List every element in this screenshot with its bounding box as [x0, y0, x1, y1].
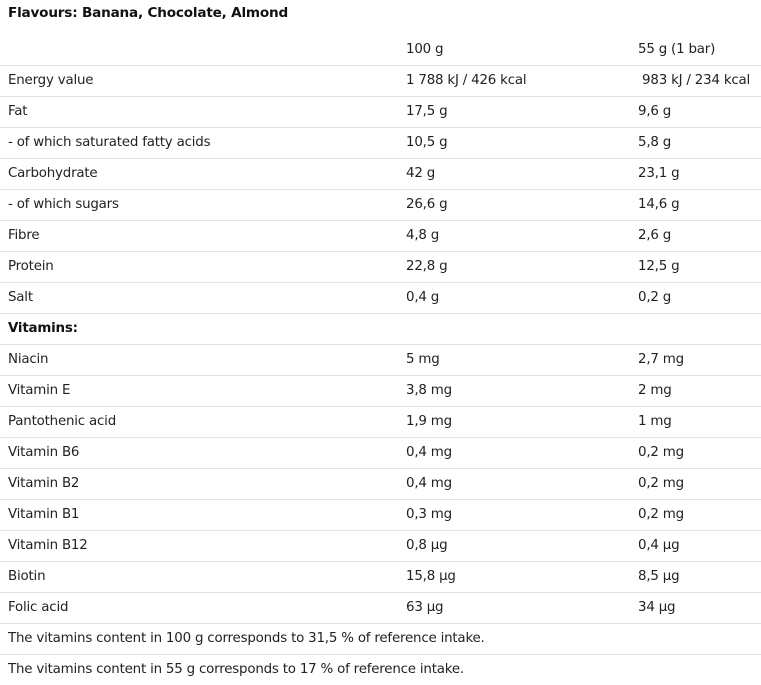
nutrient-name: Vitamin B1: [8, 507, 80, 522]
value-per-bar: 12,5 g: [638, 259, 680, 274]
nutrient-name: Carbohydrate: [8, 166, 98, 181]
table-row: Fat 17,5 g 9,6 g: [0, 97, 761, 128]
table-row: Vitamin B2 0,4 mg 0,2 mg: [0, 469, 761, 500]
note-row: The vitamins content in 100 g correspond…: [0, 624, 761, 655]
table-row: Biotin 15,8 µg 8,5 µg: [0, 562, 761, 593]
flavours-title: Flavours: Banana, Chocolate, Almond: [8, 5, 289, 21]
table-row: - of which sugars 26,6 g 14,6 g: [0, 190, 761, 221]
section-heading: Vitamins:: [8, 321, 78, 336]
value-per-100g: 4,8 g: [406, 228, 440, 243]
table-row: Vitamin B1 0,3 mg 0,2 mg: [0, 500, 761, 531]
value-per-100g: 0,4 mg: [406, 445, 452, 460]
value-per-100g: 0,3 mg: [406, 507, 452, 522]
value-per-100g: 63 µg: [406, 600, 444, 615]
nutrient-name: Protein: [8, 259, 54, 274]
table-row: Pantothenic acid 1,9 mg 1 mg: [0, 407, 761, 438]
value-per-100g: 15,8 µg: [406, 569, 456, 584]
reference-intake-note: The vitamins content in 55 g corresponds…: [8, 662, 464, 677]
value-per-bar: 2,7 mg: [638, 352, 684, 367]
value-per-bar: 0,2 mg: [638, 476, 684, 491]
nutrient-name: Biotin: [8, 569, 46, 584]
table-row: Carbohydrate 42 g 23,1 g: [0, 159, 761, 190]
reference-intake-note: The vitamins content in 100 g correspond…: [8, 631, 485, 646]
value-per-bar: 0,4 µg: [638, 538, 680, 553]
table-row: Vitamin B12 0,8 µg 0,4 µg: [0, 531, 761, 562]
value-per-100g: 17,5 g: [406, 104, 448, 119]
value-per-bar: 14,6 g: [638, 197, 680, 212]
table-row: Energy value 1 788 kJ / 426 kcal 983 kJ /…: [0, 66, 761, 97]
column-header-100g: 100 g: [406, 42, 444, 57]
value-per-bar: 0,2 mg: [638, 507, 684, 522]
nutrient-name: Vitamin B6: [8, 445, 80, 460]
table-row: Salt 0,4 g 0,2 g: [0, 283, 761, 314]
value-per-bar: 2,6 g: [638, 228, 672, 243]
value-per-100g: 1,9 mg: [406, 414, 452, 429]
nutrition-table: 100 g 55 g (1 bar) Energy value 1 788 kJ …: [0, 35, 761, 685]
value-per-bar: 983 kJ / 234 kcal: [638, 73, 751, 88]
nutrient-name: Pantothenic acid: [8, 414, 116, 429]
value-per-bar: 2 mg: [638, 383, 672, 398]
value-per-100g: 0,4 g: [406, 290, 440, 305]
value-per-100g: 0,4 mg: [406, 476, 452, 491]
table-row: Niacin 5 mg 2,7 mg: [0, 345, 761, 376]
value-per-bar: 8,5 µg: [638, 569, 680, 584]
table-row: Vitamin E 3,8 mg 2 mg: [0, 376, 761, 407]
nutrient-name: Niacin: [8, 352, 49, 367]
value-per-100g: 0,8 µg: [406, 538, 448, 553]
value-per-bar: 23,1 g: [638, 166, 680, 181]
nutrient-name: Fat: [8, 104, 28, 119]
nutrient-name: Fibre: [8, 228, 40, 243]
value-per-100g: 5 mg: [406, 352, 440, 367]
table-header-row: 100 g 55 g (1 bar): [0, 35, 761, 66]
value-per-100g: 42 g: [406, 166, 435, 181]
value-per-100g: 1 788 kJ / 426 kcal: [406, 73, 527, 88]
nutrient-name: Folic acid: [8, 600, 69, 615]
nutrient-name: Energy value: [8, 73, 94, 88]
section-heading-row: Vitamins:: [0, 314, 761, 345]
value-per-bar: 9,6 g: [638, 104, 672, 119]
value-per-bar: 5,8 g: [638, 135, 672, 150]
value-per-100g: 22,8 g: [406, 259, 448, 274]
nutrient-name: Salt: [8, 290, 33, 305]
value-per-bar: 34 µg: [638, 600, 676, 615]
value-per-100g: 3,8 mg: [406, 383, 452, 398]
table-row: Protein 22,8 g 12,5 g: [0, 252, 761, 283]
table-row: Fibre 4,8 g 2,6 g: [0, 221, 761, 252]
value-per-bar: 0,2 g: [638, 290, 672, 305]
table-row: Folic acid 63 µg 34 µg: [0, 593, 761, 624]
value-per-100g: 26,6 g: [406, 197, 448, 212]
nutrient-name: Vitamin E: [8, 383, 71, 398]
nutrient-name: - of which sugars: [8, 197, 119, 212]
value-per-bar: 1 mg: [638, 414, 672, 429]
column-header-bar: 55 g (1 bar): [638, 42, 716, 57]
nutrient-name: Vitamin B12: [8, 538, 88, 553]
note-row: The vitamins content in 55 g corresponds…: [0, 655, 761, 685]
value-per-100g: 10,5 g: [406, 135, 448, 150]
nutrient-name: - of which saturated fatty acids: [8, 135, 211, 150]
table-row: Vitamin B6 0,4 mg 0,2 mg: [0, 438, 761, 469]
value-per-bar: 0,2 mg: [638, 445, 684, 460]
table-row: - of which saturated fatty acids 10,5 g 5,…: [0, 128, 761, 159]
nutrient-name: Vitamin B2: [8, 476, 80, 491]
